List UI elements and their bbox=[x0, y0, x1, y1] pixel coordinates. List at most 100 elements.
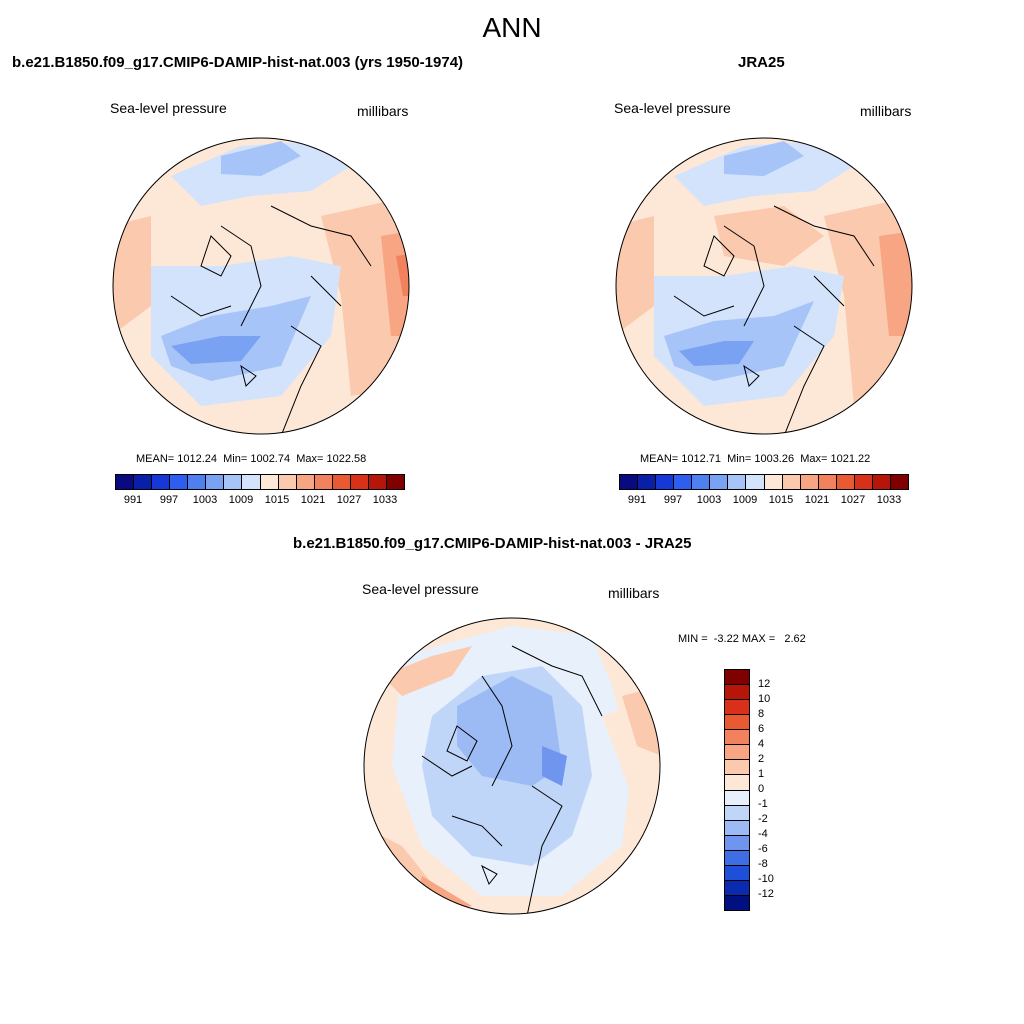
colorbar-bin bbox=[350, 475, 369, 489]
colorbar-label: 1003 bbox=[192, 494, 218, 506]
panel-1-colorbar-labels: 991 997 1003 1009 1015 1021 1027 1033 bbox=[115, 494, 405, 508]
colorbar-bin bbox=[854, 475, 873, 489]
panel-2-variable: Sea-level pressure bbox=[614, 100, 731, 116]
panel-2-title: JRA25 bbox=[738, 54, 785, 71]
panel-1-units: millibars bbox=[357, 103, 409, 119]
colorbar-bin bbox=[368, 475, 387, 489]
colorbar-bin bbox=[728, 475, 747, 489]
panel-3-colorbar bbox=[724, 669, 750, 911]
colorbar-bin bbox=[332, 475, 351, 489]
colorbar-bin bbox=[674, 475, 693, 489]
colorbar-label: 1033 bbox=[876, 494, 902, 506]
colorbar-label: 997 bbox=[159, 494, 179, 506]
colorbar-bin bbox=[710, 475, 729, 489]
colorbar-label: 1 bbox=[758, 768, 765, 780]
colorbar-label: 1015 bbox=[768, 494, 794, 506]
colorbar-label: -8 bbox=[758, 858, 768, 870]
colorbar-bin bbox=[818, 475, 837, 489]
colorbar-label: 1033 bbox=[372, 494, 398, 506]
colorbar-bin bbox=[188, 475, 207, 489]
colorbar-bin bbox=[725, 895, 749, 910]
colorbar-bin bbox=[725, 835, 749, 851]
colorbar-bin bbox=[170, 475, 189, 489]
colorbar-bin bbox=[725, 760, 749, 776]
panel-2-colorbar bbox=[619, 474, 909, 490]
colorbar-bin bbox=[314, 475, 333, 489]
colorbar-label: 2 bbox=[758, 753, 765, 765]
colorbar-bin bbox=[656, 475, 675, 489]
colorbar-label: 991 bbox=[123, 494, 143, 506]
colorbar-label: -10 bbox=[758, 873, 774, 885]
colorbar-label: -6 bbox=[758, 843, 768, 855]
panel-3-map bbox=[363, 617, 661, 915]
colorbar-bin bbox=[620, 475, 639, 489]
colorbar-bin bbox=[692, 475, 711, 489]
colorbar-label: 1009 bbox=[228, 494, 254, 506]
panel-2-map bbox=[615, 137, 913, 435]
colorbar-label: 1027 bbox=[840, 494, 866, 506]
colorbar-bin bbox=[872, 475, 891, 489]
colorbar-bin bbox=[725, 730, 749, 746]
colorbar-label: 12 bbox=[758, 678, 771, 690]
colorbar-label: 6 bbox=[758, 723, 765, 735]
colorbar-label: 4 bbox=[758, 738, 765, 750]
colorbar-bin bbox=[725, 880, 749, 896]
colorbar-bin bbox=[224, 475, 243, 489]
colorbar-bin bbox=[296, 475, 315, 489]
colorbar-bin bbox=[116, 475, 135, 489]
colorbar-label: -2 bbox=[758, 813, 768, 825]
colorbar-bin bbox=[638, 475, 657, 489]
panel-3-units: millibars bbox=[608, 585, 660, 601]
colorbar-bin bbox=[725, 850, 749, 866]
colorbar-bin bbox=[725, 775, 749, 791]
colorbar-bin bbox=[725, 790, 749, 806]
panel-3-title: b.e21.B1850.f09_g17.CMIP6-DAMIP-hist-nat… bbox=[293, 535, 692, 552]
colorbar-bin bbox=[260, 475, 279, 489]
panel-1-map bbox=[112, 137, 410, 435]
panel-1-colorbar bbox=[115, 474, 405, 490]
colorbar-label: 1015 bbox=[264, 494, 290, 506]
colorbar-label: 10 bbox=[758, 693, 771, 705]
colorbar-bin bbox=[242, 475, 261, 489]
colorbar-bin bbox=[836, 475, 855, 489]
colorbar-label: 1021 bbox=[300, 494, 326, 506]
colorbar-bin bbox=[278, 475, 297, 489]
colorbar-bin bbox=[725, 820, 749, 836]
colorbar-label: 991 bbox=[627, 494, 647, 506]
colorbar-bin bbox=[782, 475, 801, 489]
panel-3-variable: Sea-level pressure bbox=[362, 581, 479, 597]
figure-title: ANN bbox=[482, 12, 542, 43]
colorbar-bin bbox=[800, 475, 819, 489]
colorbar-label: 8 bbox=[758, 708, 765, 720]
panel-2-colorbar-labels: 991 997 1003 1009 1015 1021 1027 1033 bbox=[619, 494, 909, 508]
panel-1-variable: Sea-level pressure bbox=[110, 100, 227, 116]
colorbar-label: 0 bbox=[758, 783, 765, 795]
colorbar-label: 1021 bbox=[804, 494, 830, 506]
colorbar-bin bbox=[134, 475, 153, 489]
colorbar-bin bbox=[725, 805, 749, 821]
panel-2-stats: MEAN= 1012.71 Min= 1003.26 Max= 1021.22 bbox=[640, 453, 871, 465]
colorbar-label: 1003 bbox=[696, 494, 722, 506]
colorbar-label: 1027 bbox=[336, 494, 362, 506]
colorbar-label: -4 bbox=[758, 828, 768, 840]
colorbar-bin bbox=[152, 475, 171, 489]
colorbar-bin bbox=[206, 475, 225, 489]
colorbar-bin bbox=[725, 700, 749, 716]
panel-1-stats: MEAN= 1012.24 Min= 1002.74 Max= 1022.58 bbox=[136, 453, 367, 465]
colorbar-bin bbox=[725, 745, 749, 761]
colorbar-label: 997 bbox=[663, 494, 683, 506]
colorbar-bin bbox=[725, 685, 749, 701]
panel-3-colorbar-labels: 12 10 8 6 4 2 1 0 -1 -2 -4 -6 -8 -10 -12 bbox=[758, 669, 798, 909]
panel-2-units: millibars bbox=[860, 103, 912, 119]
colorbar-label: 1009 bbox=[732, 494, 758, 506]
panel-1-title: b.e21.B1850.f09_g17.CMIP6-DAMIP-hist-nat… bbox=[12, 54, 464, 71]
colorbar-bin bbox=[890, 475, 908, 489]
colorbar-bin bbox=[725, 865, 749, 881]
colorbar-label: -1 bbox=[758, 798, 768, 810]
colorbar-bin bbox=[386, 475, 404, 489]
colorbar-label: -12 bbox=[758, 888, 774, 900]
colorbar-bin bbox=[746, 475, 765, 489]
colorbar-bin bbox=[725, 670, 749, 686]
colorbar-bin bbox=[725, 715, 749, 731]
colorbar-bin bbox=[764, 475, 783, 489]
